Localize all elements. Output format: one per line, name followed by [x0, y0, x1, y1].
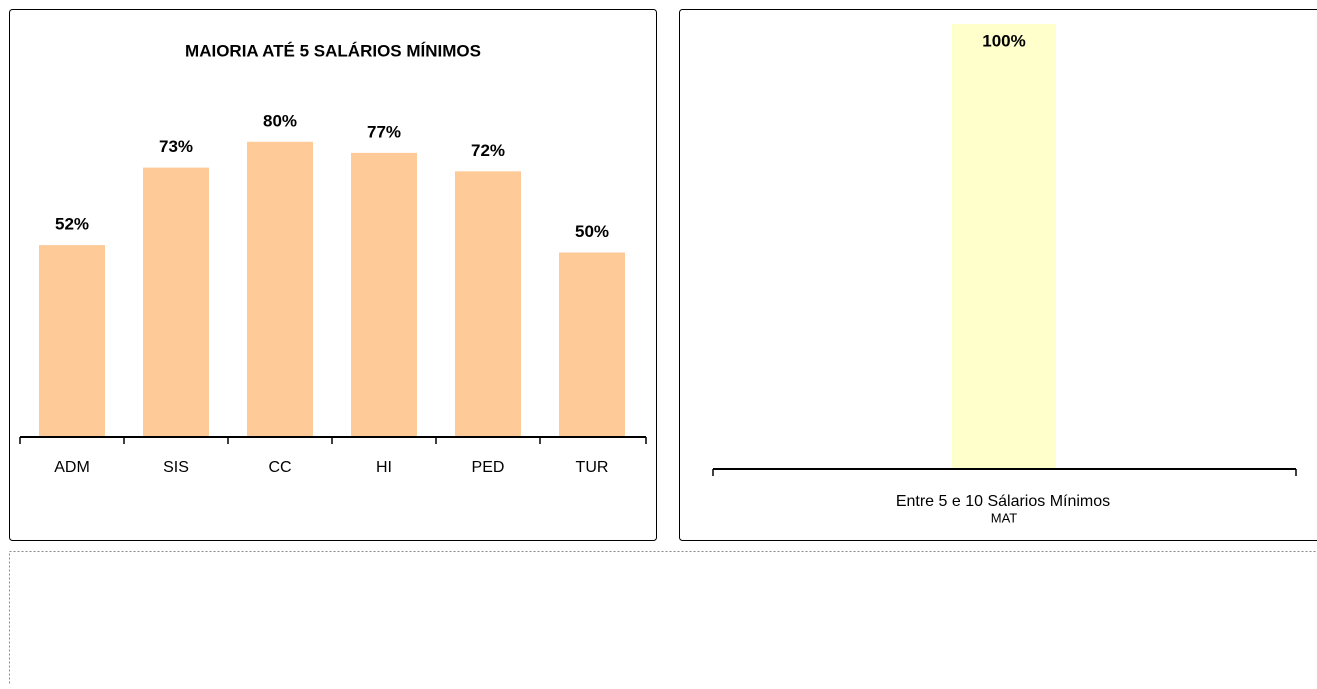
x-tick-label: CC — [268, 459, 291, 476]
x-tick-label: ADM — [54, 459, 90, 476]
bar — [247, 142, 313, 437]
x-tick-label: MAT — [991, 510, 1018, 525]
empty-frame — [10, 552, 1317, 685]
x-tick-label: PED — [472, 459, 505, 476]
value-label: 50% — [575, 222, 609, 241]
x-axis-label: Entre 5 e 10 Sálarios Mínimos — [896, 493, 1110, 510]
x-tick-label: TUR — [576, 459, 609, 476]
bar — [559, 253, 625, 438]
bar — [455, 171, 521, 437]
value-label: 77% — [367, 122, 401, 141]
value-label: 73% — [159, 137, 193, 156]
x-tick-label: HI — [376, 459, 392, 476]
x-tick-label: SIS — [163, 459, 189, 476]
value-label: 52% — [55, 215, 89, 234]
bar — [143, 168, 209, 437]
value-label: 80% — [263, 111, 297, 130]
bar — [39, 245, 105, 437]
chart-title: MAIORIA ATÉ 5 SALÁRIOS MÍNIMOS — [185, 41, 481, 60]
bar — [952, 24, 1056, 469]
value-label: 72% — [471, 141, 505, 160]
value-label: 100% — [982, 31, 1025, 50]
bar — [351, 153, 417, 437]
